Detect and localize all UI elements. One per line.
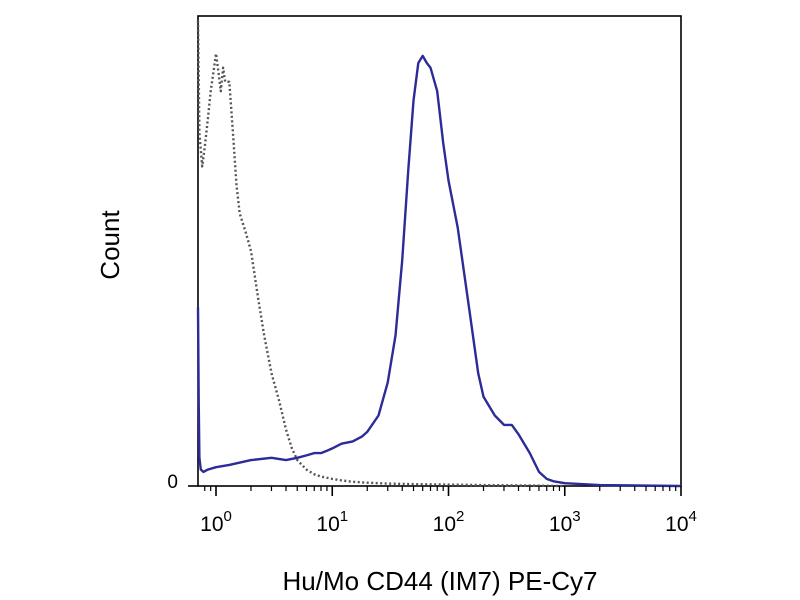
- x-tick-label: 102: [433, 508, 465, 536]
- plot-frame: [197, 15, 682, 487]
- x-tick-label: 100: [200, 508, 232, 536]
- x-tick-label: 104: [665, 508, 697, 536]
- y-axis-title: Count: [95, 210, 125, 280]
- control-histogram-dotted-line: [196, 20, 565, 488]
- stained-histogram-line: [196, 54, 682, 488]
- x-axis-ticks: 100 101 102 103 104: [200, 486, 697, 536]
- y-axis-ticks: 0: [167, 472, 198, 493]
- x-axis-title: Hu/Mo CD44 (IM7) PE-Cy7: [283, 566, 598, 596]
- series-layer: [196, 20, 682, 488]
- y-tick-label: 0: [167, 472, 178, 493]
- x-tick-label: 103: [549, 508, 581, 536]
- x-tick-label: 101: [316, 508, 348, 536]
